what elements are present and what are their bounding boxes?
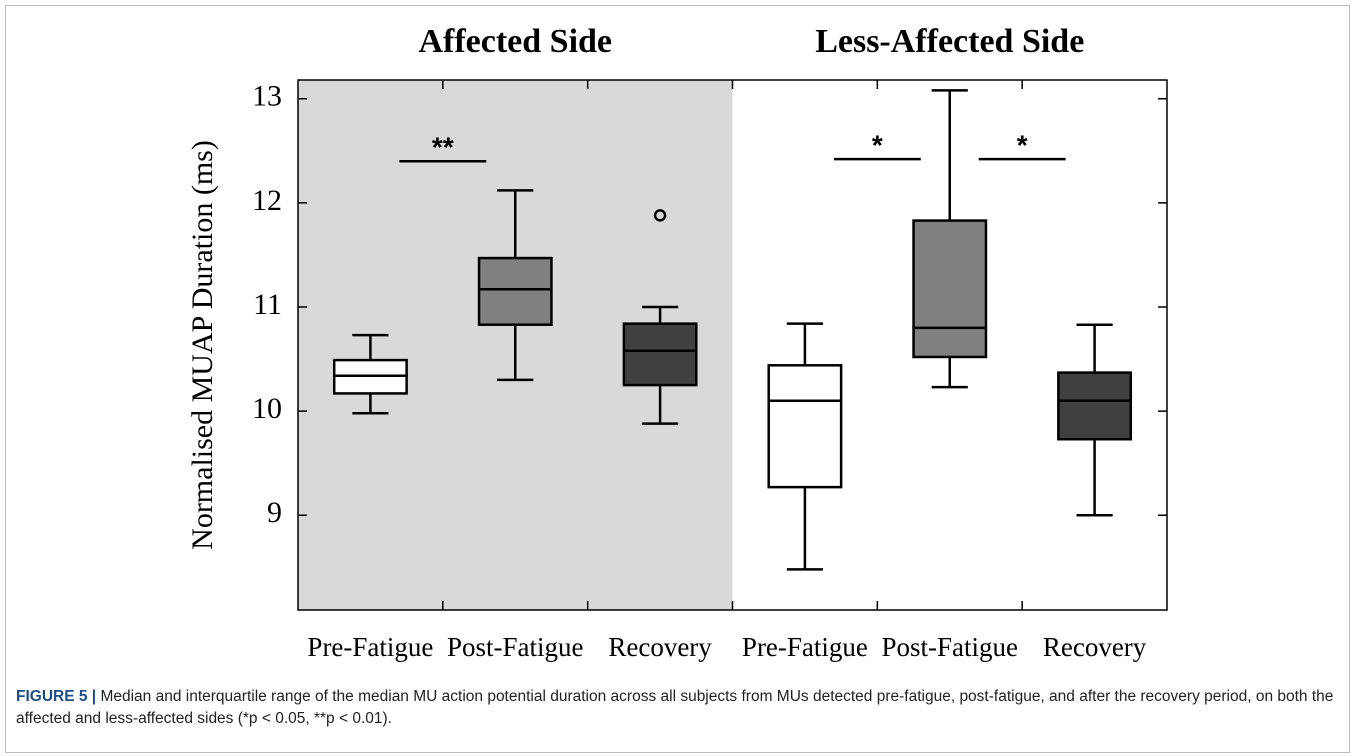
significance-label: ** <box>432 132 454 163</box>
y-axis-label: Normalised MUAP Duration (ms) <box>186 140 219 550</box>
x-tick-label: Post-Fatigue <box>881 632 1018 662</box>
significance-label: * <box>872 130 883 161</box>
x-tick-label: Recovery <box>1043 632 1147 662</box>
x-tick-label: Pre-Fatigue <box>307 632 433 662</box>
caption-label: FIGURE 5 | <box>16 688 97 705</box>
box <box>622 322 698 387</box>
frame <box>5 5 1350 753</box>
box <box>1057 371 1133 441</box>
y-tick-label: 10 <box>252 392 282 425</box>
x-tick-label: Recovery <box>608 632 712 662</box>
y-tick-label: 11 <box>253 288 282 321</box>
caption: FIGURE 5 | Median and interquartile rang… <box>16 686 1341 730</box>
significance-label: * <box>1017 130 1028 161</box>
y-tick-label: 12 <box>252 184 282 217</box>
caption-text: Median and interquartile range of the me… <box>16 688 1334 727</box>
box <box>912 219 988 359</box>
box <box>477 256 553 326</box>
outlier <box>653 209 667 222</box>
chart: Normalised MUAP Duration (ms) Affected S… <box>186 23 1168 662</box>
y-tick-label: 13 <box>252 80 282 113</box>
group-title: Less-Affected Side <box>815 23 1084 60</box>
box <box>767 364 843 489</box>
x-tick-label: Pre-Fatigue <box>742 632 868 662</box>
group-title: Affected Side <box>418 23 612 60</box>
x-tick-label: Post-Fatigue <box>447 632 584 662</box>
y-tick-label: 9 <box>267 496 282 529</box>
